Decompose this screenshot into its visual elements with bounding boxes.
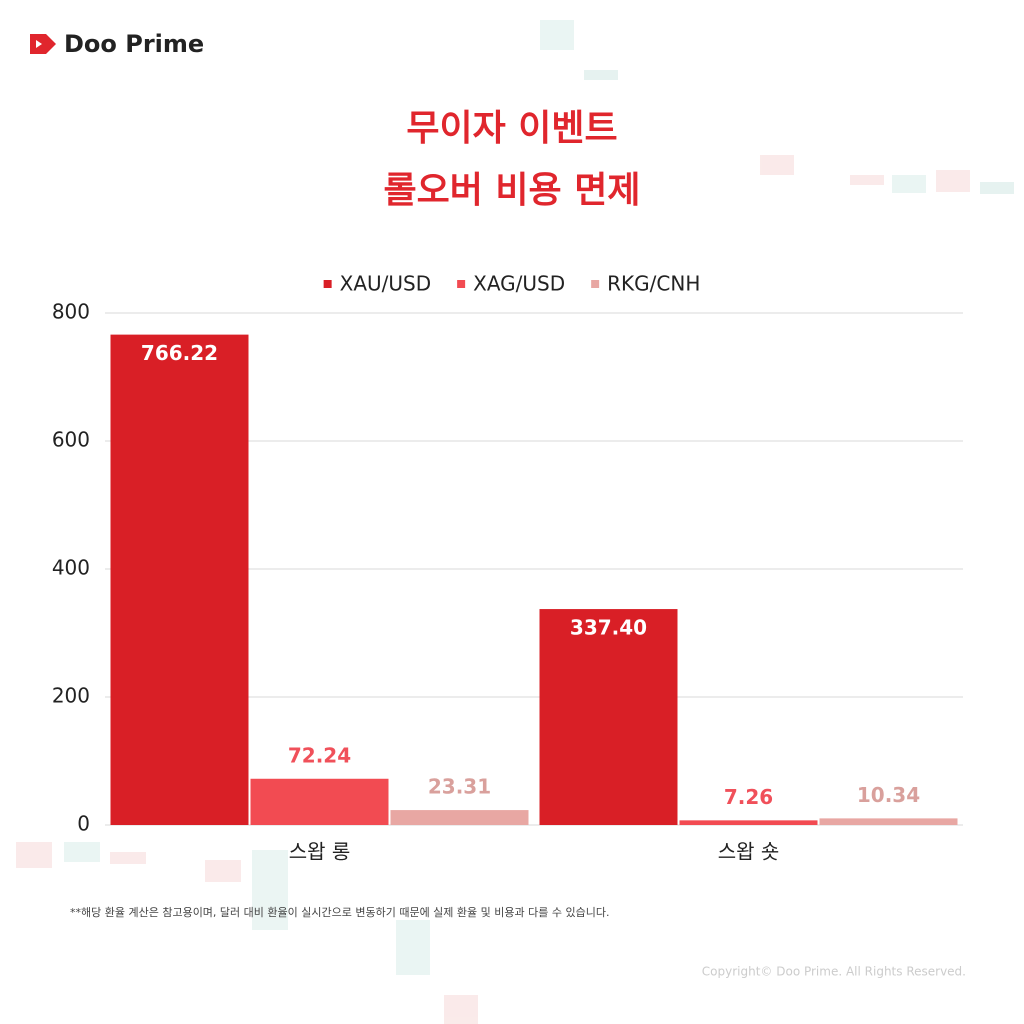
chart-subtitle: 롤오버 비용 면제: [384, 170, 641, 211]
x-tick-label: 스왑 숏: [718, 840, 780, 864]
bar: [390, 810, 529, 825]
value-label: 72.24: [288, 743, 351, 767]
legend-swatch: [457, 280, 466, 288]
legend-swatch: [591, 280, 600, 288]
legend-item: RKG/CNH: [591, 272, 700, 296]
legend-item: XAU/USD: [323, 272, 432, 296]
y-tick-label: 200: [52, 684, 90, 708]
value-label: 23.31: [428, 775, 491, 799]
copyright: Copyright© Doo Prime. All Rights Reserve…: [702, 965, 966, 979]
legend-swatch: [323, 280, 332, 288]
logo: [30, 34, 56, 54]
decoration: [16, 20, 1014, 1024]
footnote: **해당 환율 계산은 참고용이며, 달러 대비 환율이 실시간으로 변동하기 …: [70, 905, 609, 919]
brand: Doo Prime: [64, 30, 204, 58]
bar: [250, 778, 389, 825]
legend-label: XAG/USD: [473, 272, 565, 296]
plot: 0 200 400 600 800 스왑 롱 766.22 72.24 23.31 스왑 숏 337…: [52, 300, 963, 864]
value-label: 337.40: [570, 616, 647, 640]
bar: [110, 334, 249, 825]
legend-label: XAU/USD: [340, 272, 432, 296]
legend-label: RKG/CNH: [607, 272, 700, 296]
value-label: 10.34: [857, 783, 920, 807]
y-tick-label: 0: [77, 812, 90, 836]
y-tick-label: 600: [52, 428, 90, 452]
y-tick-label: 400: [52, 556, 90, 580]
value-label: 7.26: [724, 785, 773, 809]
bar: [679, 820, 818, 825]
bar: [539, 609, 678, 825]
y-tick-label: 800: [52, 300, 90, 324]
x-tick-label: 스왑 롱: [289, 840, 351, 864]
legend: XAU/USD XAG/USD RKG/CNH: [323, 272, 700, 296]
value-label: 766.22: [141, 341, 218, 365]
legend-item: XAG/USD: [457, 272, 565, 296]
chart-title: 무이자 이벤트: [406, 108, 617, 149]
bar: [819, 818, 958, 825]
